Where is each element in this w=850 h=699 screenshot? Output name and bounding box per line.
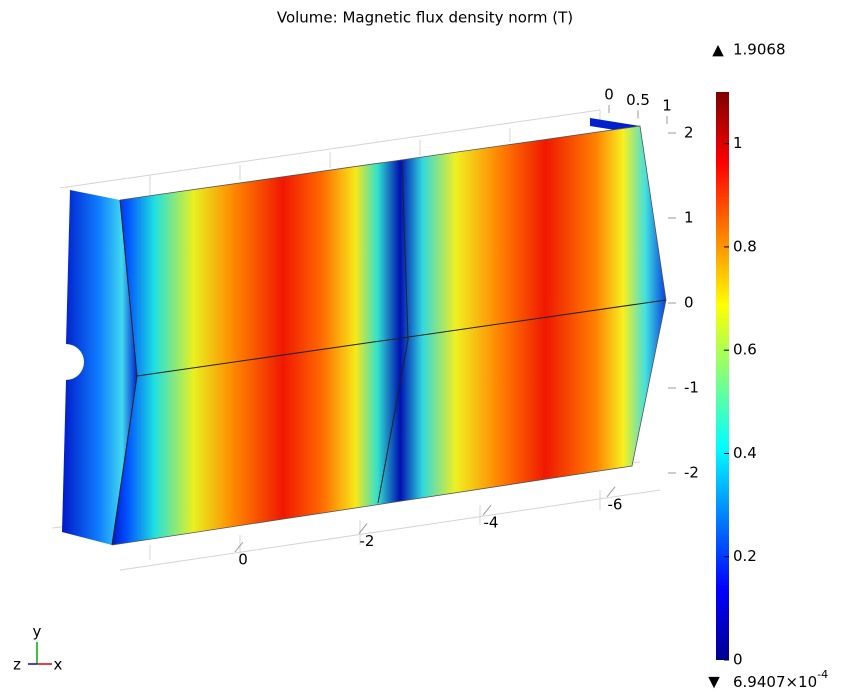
colorbar-tick-label: 0 <box>733 651 743 669</box>
min-mantissa: 6.9407×10 <box>733 673 817 691</box>
x-tick <box>234 541 244 553</box>
geometry <box>62 118 667 546</box>
y-tick-label: 2 <box>684 124 694 142</box>
z-tick-label: 0.5 <box>626 91 650 109</box>
y-tick-label: 0 <box>684 294 694 312</box>
min-icon: ▼ <box>708 673 720 691</box>
z-tick-label: 1 <box>662 97 672 115</box>
x-tick <box>606 486 616 498</box>
x-tick-label: -2 <box>360 532 375 550</box>
triad-x: x <box>54 656 63 674</box>
y-tick-label: -2 <box>684 464 699 482</box>
triad-z: z <box>13 656 21 674</box>
colorbar-tick-label: 0.4 <box>733 444 757 462</box>
y-tick-label: -1 <box>684 379 699 397</box>
colorbar <box>716 92 729 660</box>
colorbar-tick-label: 0.6 <box>733 341 757 359</box>
x-tick-label: 0 <box>238 551 248 569</box>
max-icon: ▲ <box>712 41 724 59</box>
x-tick-label: -4 <box>484 514 499 532</box>
min-label: 6.9407×10-4 <box>733 668 828 691</box>
axis-triad: y x z <box>13 623 62 674</box>
x-tick-label: -6 <box>608 495 623 513</box>
min-exponent: -4 <box>817 668 828 681</box>
plot-title: Volume: Magnetic flux density norm (T) <box>277 9 573 27</box>
colorbar-tick-label: 0.8 <box>733 237 757 255</box>
x-tick <box>482 504 492 516</box>
colorbar-tick-label: 1 <box>733 134 743 152</box>
x-tick <box>358 523 368 534</box>
triad-y: y <box>33 623 42 641</box>
z-tick-label: 0 <box>604 86 614 104</box>
colorbar-tick-label: 0.2 <box>733 547 757 565</box>
max-label: 1.9068 <box>733 41 786 59</box>
y-tick-label: 1 <box>684 209 694 227</box>
